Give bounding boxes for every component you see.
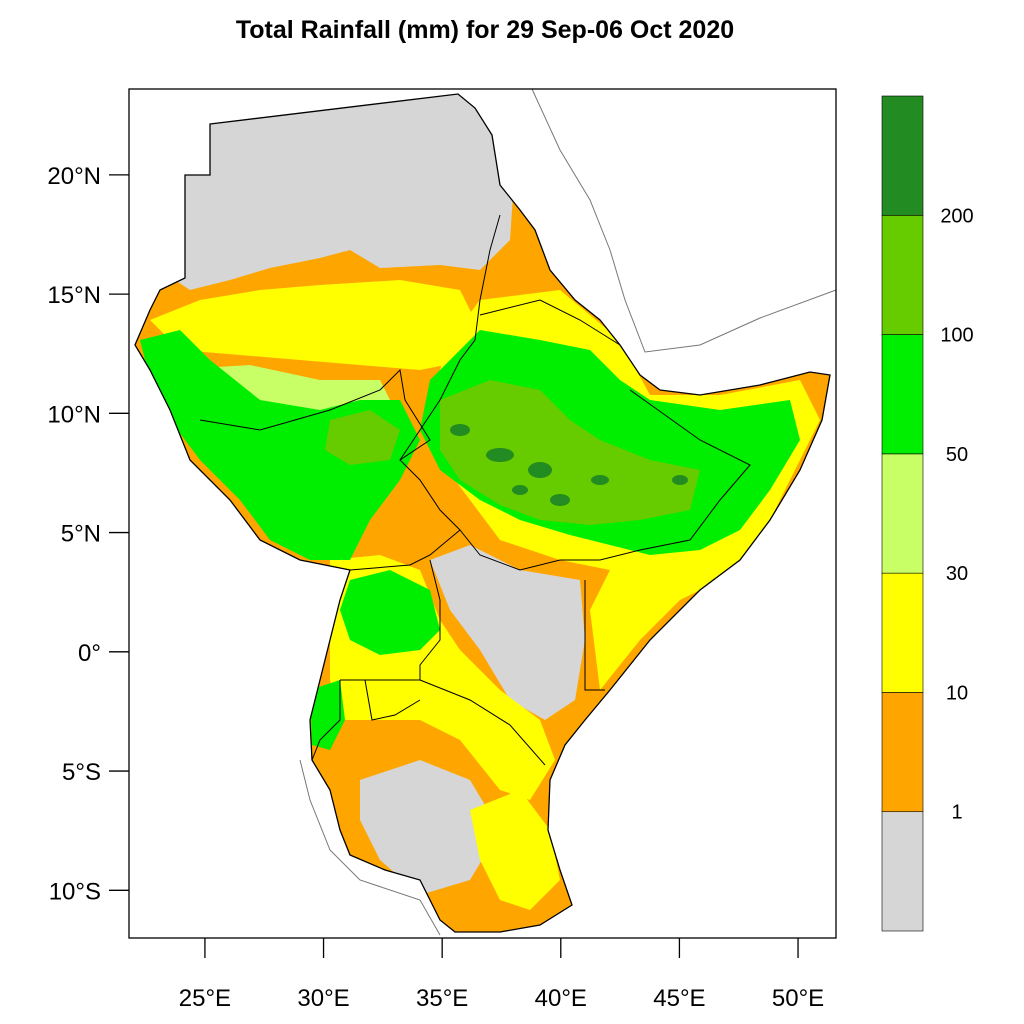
plot-border bbox=[128, 88, 837, 939]
y-tick-label: 10°N bbox=[47, 401, 101, 428]
colorbar-label: 1 bbox=[951, 802, 962, 824]
colorbar-label: 30 bbox=[946, 563, 968, 585]
y-tick-label: 10°S bbox=[49, 878, 101, 905]
field-yellow-tanz-east bbox=[470, 790, 560, 910]
field-darkgreen-sudan bbox=[325, 410, 400, 465]
colorbar-label: 10 bbox=[946, 682, 968, 704]
coastline bbox=[134, 93, 831, 933]
field-heavy-spots bbox=[450, 424, 688, 506]
x-tick-label: 40°E bbox=[535, 985, 587, 1012]
colorbar-bin bbox=[881, 692, 924, 813]
field-dry-kenya bbox=[430, 545, 585, 720]
map-title: Total Rainfall (mm) for 29 Sep-06 Oct 20… bbox=[235, 16, 735, 44]
field-yellow-sahel bbox=[150, 280, 480, 370]
colorbar-bin bbox=[881, 334, 924, 455]
x-tick-label: 25°E bbox=[179, 985, 231, 1012]
colorbar-bin bbox=[881, 95, 924, 216]
y-tick-label: 15°N bbox=[47, 282, 101, 309]
y-axis: 20°N 15°N 10°N 5°N 0° 5°S 10°S bbox=[47, 163, 129, 905]
field-darkgreen-ethiopia bbox=[440, 380, 700, 525]
colorbar-label: 50 bbox=[946, 444, 968, 466]
colorbar-label: 200 bbox=[940, 205, 973, 227]
x-axis: 25°E 30°E 35°E 40°E 45°E 50°E bbox=[179, 938, 824, 1012]
colorbar-bin bbox=[881, 811, 924, 932]
colorbar-bin bbox=[881, 572, 924, 693]
colorbar-bin bbox=[881, 453, 924, 574]
colorbar-bin bbox=[881, 214, 924, 335]
x-tick-label: 45°E bbox=[653, 985, 705, 1012]
external-coastlines bbox=[299, 88, 837, 936]
field-green-lakes bbox=[310, 680, 345, 750]
y-tick-label: 5°S bbox=[62, 759, 101, 786]
x-tick-label: 50°E bbox=[772, 985, 824, 1012]
colorbar: 1 10 30 50 100 200 bbox=[881, 95, 974, 932]
x-tick-label: 35°E bbox=[416, 985, 468, 1012]
field-green-uganda bbox=[340, 570, 440, 655]
field-dry-north bbox=[175, 94, 520, 290]
colorbar-label: 100 bbox=[940, 325, 973, 347]
y-tick-label: 5°N bbox=[61, 521, 101, 548]
y-tick-label: 20°N bbox=[47, 163, 101, 190]
y-tick-label: 0° bbox=[78, 640, 101, 667]
field-dry-tanzania bbox=[360, 760, 500, 895]
field-green-west bbox=[140, 330, 420, 560]
x-tick-label: 30°E bbox=[297, 985, 349, 1012]
country-borders bbox=[199, 214, 751, 766]
